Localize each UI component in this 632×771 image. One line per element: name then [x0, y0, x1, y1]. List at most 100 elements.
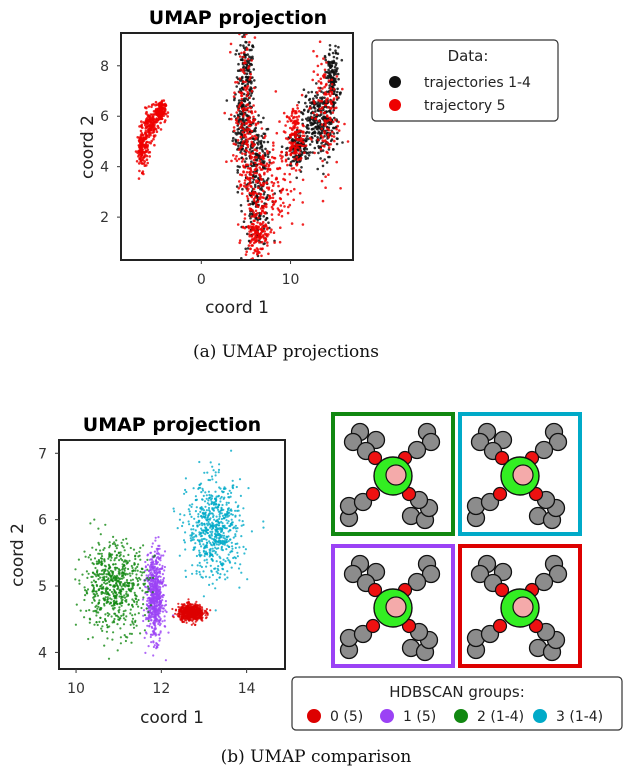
chart-b-point: [153, 571, 156, 574]
chart-a-point: [263, 172, 266, 176]
chart-b-point: [211, 573, 214, 577]
chart-a-point: [249, 132, 252, 135]
chart-a-point: [240, 58, 244, 61]
chart-b-point: [208, 583, 211, 587]
chart-a-point: [260, 205, 264, 208]
chart-b-point: [126, 593, 129, 596]
chart-b-point: [129, 574, 132, 577]
chart-a-point: [236, 80, 239, 84]
chart-a-point: [289, 148, 293, 152]
chart-a-point: [144, 131, 148, 135]
chart-b-point: [129, 546, 132, 550]
chart-a-point: [246, 90, 249, 94]
chart-b-point: [184, 619, 187, 622]
chart-b-point: [210, 569, 213, 572]
chart-b-point: [156, 582, 159, 585]
chart-b-point: [148, 617, 151, 620]
chart-b-point: [142, 614, 145, 617]
chart-a-point: [250, 129, 254, 133]
chart-b-point: [118, 606, 121, 609]
chart-a-point: [317, 151, 320, 155]
chart-a-point: [141, 126, 144, 130]
chart-b-point: [101, 620, 105, 624]
chart-a-point: [317, 98, 320, 102]
chart-a-point: [245, 87, 249, 90]
chart-b-point: [209, 530, 212, 534]
chart-a-point: [243, 86, 246, 90]
chart-a-point: [257, 216, 260, 220]
chart-b-point: [160, 567, 163, 571]
chart-b-point: [227, 496, 230, 499]
chart-b-point: [84, 594, 87, 597]
chart-b-point: [241, 520, 244, 523]
chart-b-point: [190, 534, 193, 538]
chart-b-point: [144, 565, 147, 568]
chart-a-point: [253, 168, 257, 172]
chart-b-point: [137, 563, 140, 566]
chart-b-point: [96, 594, 100, 597]
chart-a-point: [250, 226, 254, 229]
chart-a-point: [266, 155, 270, 158]
chart-b-point: [125, 584, 128, 587]
chart-a-point: [258, 151, 261, 155]
chart-b-point: [74, 568, 77, 571]
chart-b-point: [161, 607, 164, 610]
chart-a-point: [253, 229, 256, 232]
chart-a-point: [242, 220, 246, 223]
chart-a-point: [245, 139, 248, 142]
chart-a-point: [155, 119, 158, 122]
chart-a-title: UMAP projection: [149, 7, 327, 29]
chart-a-point: [327, 136, 331, 139]
chart-b-point: [125, 595, 128, 598]
chart-b-point: [107, 614, 110, 617]
chart-a-point: [292, 151, 296, 155]
chart-b-series-0: [171, 598, 212, 627]
chart-b-point: [216, 508, 220, 511]
chart-a-point: [234, 143, 237, 146]
chart-b-point: [155, 579, 159, 582]
chart-a-point: [247, 244, 251, 247]
chart-b-point: [118, 555, 121, 558]
chart-b-point: [209, 554, 212, 557]
chart-a-point: [291, 142, 295, 145]
chart-b-point: [219, 500, 222, 503]
chart-a-point: [317, 80, 321, 83]
chart-b-point: [123, 594, 126, 597]
chart-a-point: [246, 127, 249, 131]
chart-b-point: [165, 610, 168, 614]
chart-b-point: [232, 484, 235, 487]
chart-a-point: [295, 162, 299, 166]
chart-a-point: [330, 62, 334, 65]
chart-a-point: [329, 139, 333, 143]
chart-b-point: [150, 594, 154, 598]
chart-a-point: [265, 232, 268, 236]
chart-a-point: [239, 126, 242, 129]
chart-b-point: [146, 624, 149, 627]
chart-a-point: [325, 100, 328, 104]
chart-a-point: [296, 138, 300, 142]
chart-b-point: [198, 570, 201, 574]
chart-b-point: [146, 617, 149, 621]
chart-a-point: [276, 167, 280, 171]
chart-b-point: [197, 513, 200, 516]
chart-b-point: [212, 503, 215, 506]
chart-b-point: [209, 512, 212, 515]
chart-a-point: [322, 73, 326, 76]
chart-b-point: [219, 497, 222, 500]
chart-a-point: [267, 186, 271, 189]
chart-b-point: [209, 547, 212, 551]
chart-b-point: [167, 631, 170, 634]
chart-a-point: [306, 110, 310, 114]
chart-b-point: [199, 486, 202, 489]
chart-b-point: [212, 509, 215, 512]
chart-b-point: [156, 588, 159, 591]
chart-a-point: [272, 182, 276, 185]
chart-a-point: [258, 214, 261, 217]
chart-b-point: [87, 556, 90, 559]
chart-a-point: [295, 115, 298, 119]
chart-b-point: [234, 535, 237, 538]
chart-b-point: [153, 599, 156, 602]
chart-b-point: [244, 548, 247, 551]
chart-b-point: [134, 619, 137, 622]
chart-b-point: [163, 604, 166, 607]
